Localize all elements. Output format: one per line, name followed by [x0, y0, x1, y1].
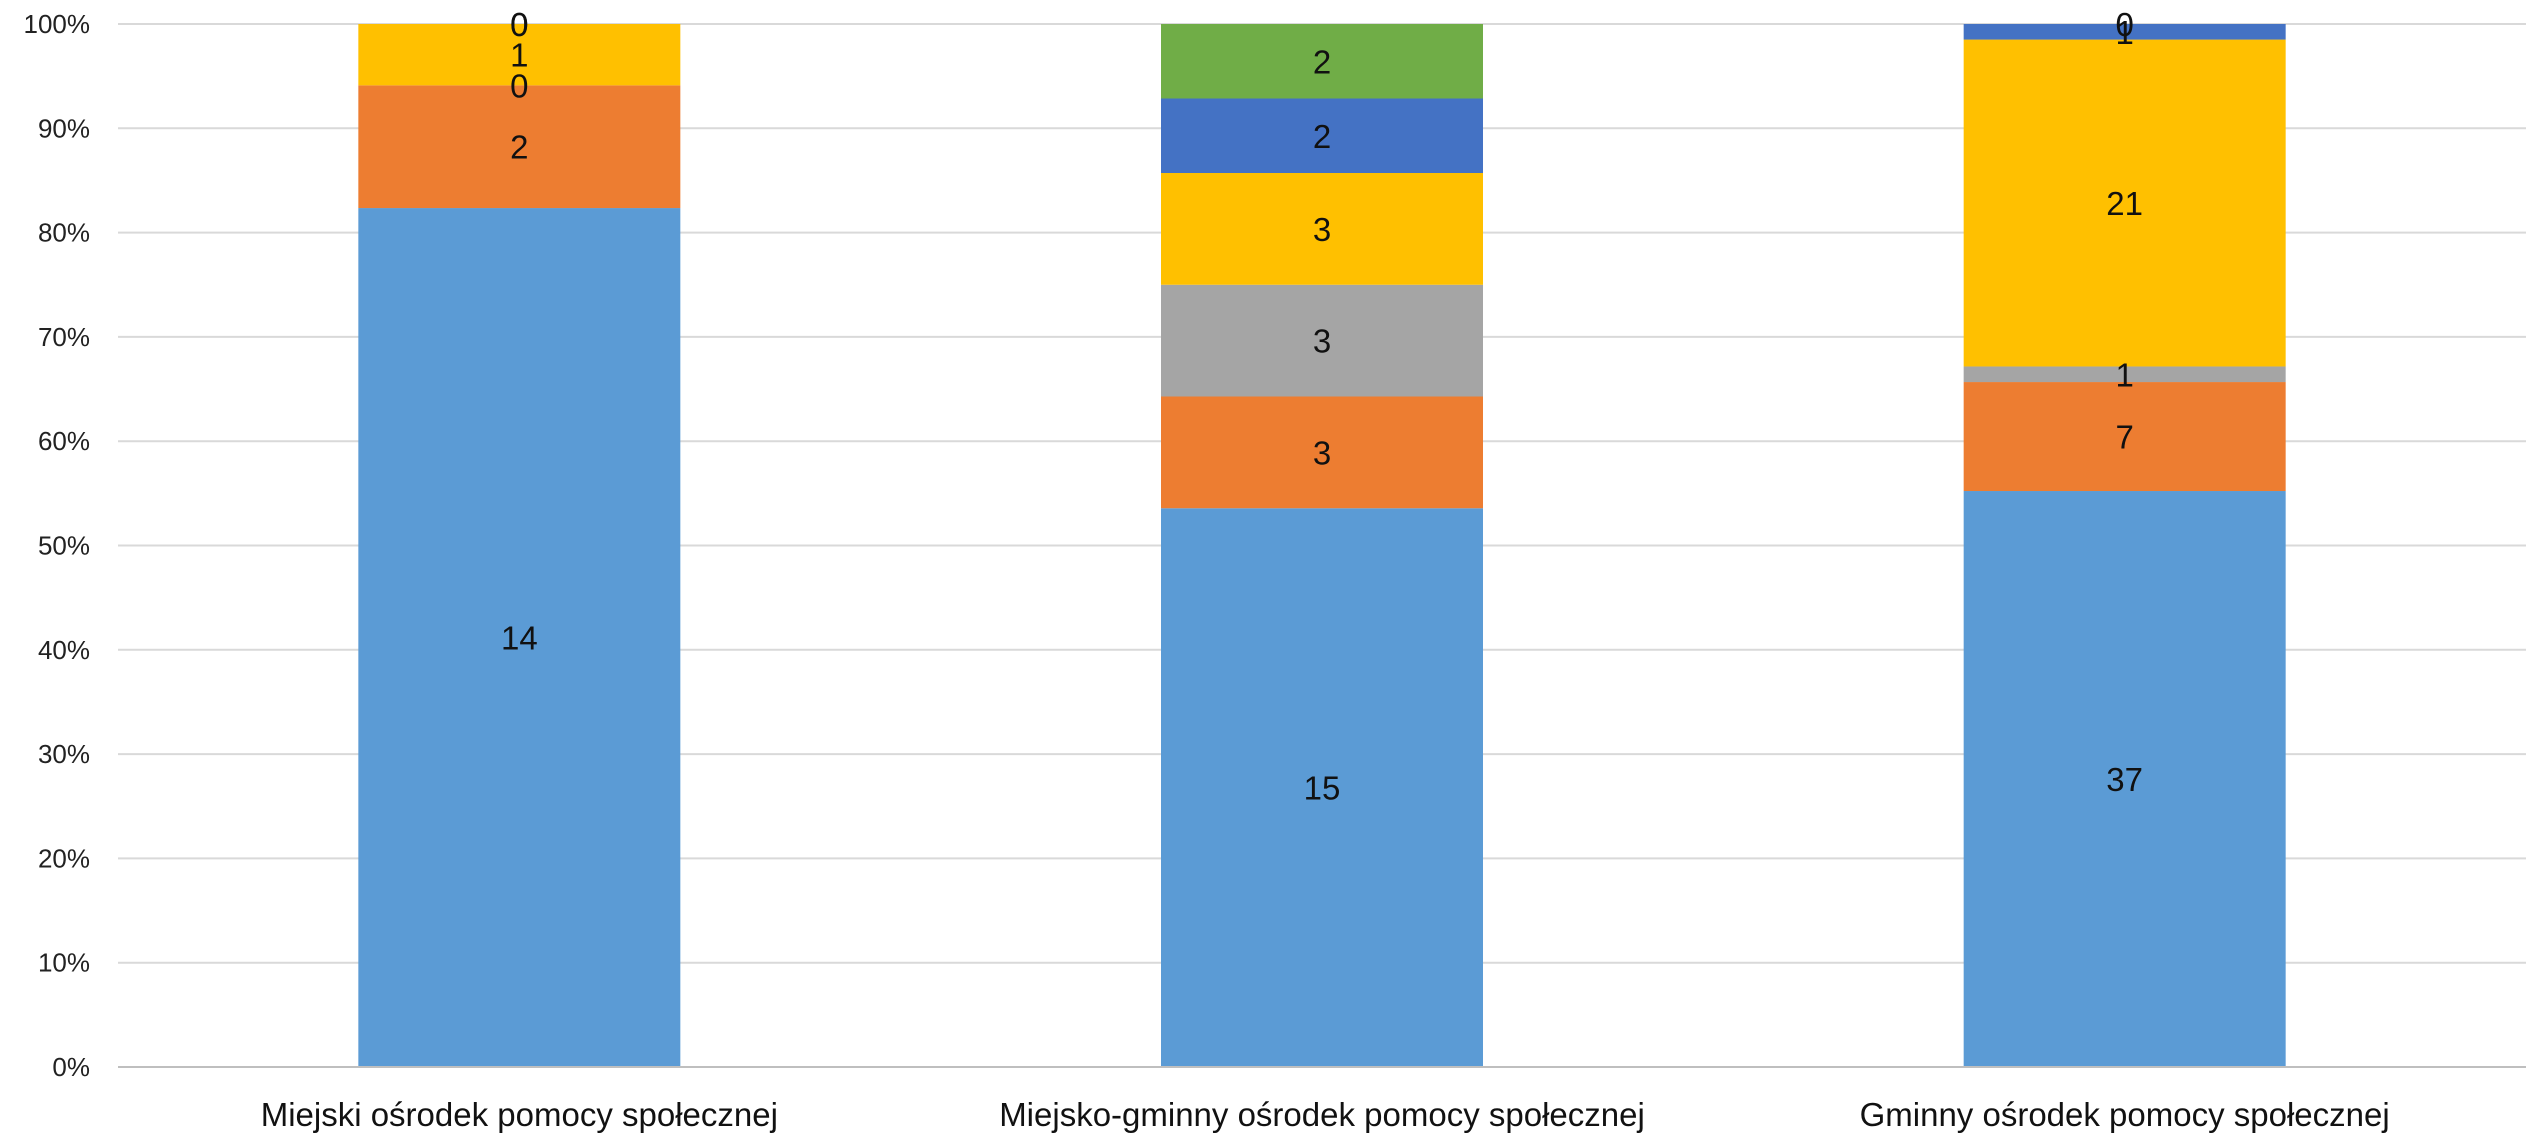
y-tick-label: 40% [38, 635, 90, 665]
data-label: 14 [501, 620, 538, 657]
bar-segment [1161, 24, 1483, 99]
data-label: 2 [1313, 43, 1331, 80]
data-label: 3 [1313, 211, 1331, 248]
bar-segment [1161, 508, 1483, 1067]
bar-segment [1161, 173, 1483, 285]
data-label: 1 [2115, 356, 2133, 393]
data-label: 7 [2115, 419, 2133, 456]
data-label: 3 [1313, 323, 1331, 360]
data-label: 21 [2106, 185, 2143, 222]
bar-segment [1963, 382, 2286, 492]
bar-segment [358, 24, 681, 86]
y-tick-label: 20% [38, 843, 90, 873]
bar-segment [1963, 39, 2286, 367]
bar-segment [1161, 396, 1483, 509]
axis-layer: 0% 10% 20% 30% 40% 50% 60% 70% 80% 90% 100% Miejski… [24, 9, 2526, 1133]
y-tick-label: 30% [38, 739, 90, 769]
category-label: Miejski ośrodek pomocy społecznej [261, 1096, 778, 1133]
category-label: Gminny ośrodek pomocy społecznej [1860, 1096, 2390, 1133]
y-tick-label: 70% [38, 322, 90, 352]
data-label: 1 [510, 37, 528, 74]
bar-segment [358, 208, 681, 1067]
category-label: Miejsko-gminny ośrodek pomocy społecznej [999, 1096, 1645, 1133]
bar-segment [358, 85, 681, 209]
data-label: 1 [2115, 14, 2133, 51]
y-tick-label: 80% [38, 218, 90, 248]
data-label: 0 [510, 6, 528, 43]
y-tick-label: 10% [38, 948, 90, 978]
y-tick-label: 0% [52, 1052, 90, 1082]
data-label: 0 [510, 67, 528, 104]
data-label: 15 [1304, 770, 1341, 807]
data-label: 3 [1313, 434, 1331, 471]
bar-segment [1963, 24, 2286, 40]
bar-segment [1963, 491, 2286, 1068]
y-tick-label: 60% [38, 426, 90, 456]
data-label: 2 [1313, 118, 1331, 155]
bar-segment [1963, 366, 2286, 383]
y-tick-label: 100% [24, 9, 91, 39]
data-label: 37 [2106, 761, 2143, 798]
bar-layer [358, 24, 2286, 1068]
bar-segment [1161, 284, 1483, 397]
data-label: 2 [510, 129, 528, 166]
data-label: 0 [2115, 6, 2133, 43]
y-tick-label: 90% [38, 113, 90, 143]
bar-segment [1161, 98, 1483, 173]
y-tick-label: 50% [38, 531, 90, 561]
data-label: 0 [510, 6, 528, 43]
